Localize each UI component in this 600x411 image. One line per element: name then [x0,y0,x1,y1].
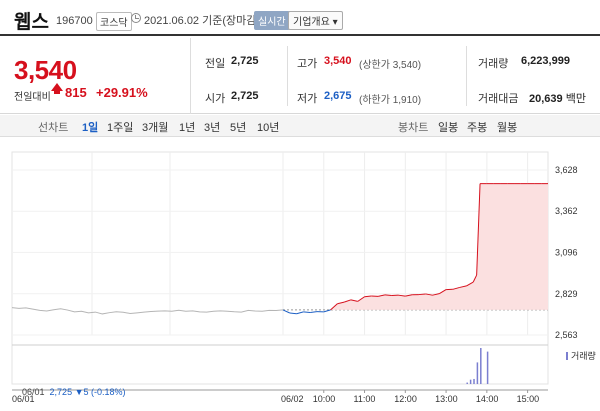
y-tick-label: 2,829 [555,289,578,299]
price-segment-down [282,309,291,314]
price-segment-down [303,311,311,314]
price-segment-up [398,294,406,297]
price-segment-up [343,299,352,303]
price-segment-up [405,294,413,297]
tab-daily-candle[interactable]: 일봉 [438,122,459,134]
x-tick-label: 13:00 [435,394,458,404]
volume-bar [469,379,472,384]
high-value: 3,540 [324,55,352,67]
upper-limit: (상한가 3,540) [359,60,422,71]
chart-tabs: 선차트 1일 1주일 3개월 1년 3년 5년 10년 봉차트 일봉 주봉 월봉 [0,115,600,137]
tab-5y[interactable]: 5년 [230,122,247,134]
stock-code: 196700 [56,15,93,27]
price-segment-down [323,309,331,313]
price-segment-up [452,286,460,290]
tab-1w[interactable]: 1주일 [107,122,134,134]
volume-value: 6,223,999 [521,55,570,67]
price-segment-up [378,294,386,297]
clock-icon [131,13,141,23]
tab-1y[interactable]: 1년 [179,122,196,134]
footer-info: 06/01 2,725 ▼5 (-0.18%) [22,387,126,397]
y-tick-label: 3,628 [555,165,578,175]
x-tick-label: 11:00 [354,394,376,404]
price-chart[interactable]: 3,628 3,362 3,096 2,829 2,563 06/01 06/02 10:00… [0,140,600,411]
volume-bar [473,378,475,384]
divider [287,46,288,106]
price-change: 815 [65,85,87,100]
price-segment-up [472,274,478,283]
up-area-fill [283,183,548,310]
price-segment-up [337,301,345,305]
price-segment-up [357,296,365,302]
volume-bar [476,362,479,384]
x-tick-label: 06/01 [12,394,35,404]
price-segment-up [459,285,467,288]
candle-chart-label: 봉차트 [398,122,429,134]
prev-day-line [11,307,284,315]
x-tick-label: 15:00 [517,394,540,404]
prev-close-label: 전일 [205,58,226,70]
price-segment-down [296,311,304,315]
lower-limit: (하한가 1,910) [359,95,422,106]
footer-price: 2,725 [49,387,73,397]
x-tick-label: 12:00 [394,394,417,404]
x-tick-label: 10:00 [313,394,336,404]
price-segment-up [432,293,440,296]
price-segment-up [418,293,426,296]
amount-label: 거래대금 [478,93,519,105]
company-overview-dropdown[interactable]: 기업개요 ▾ [288,11,343,30]
x-tick-label: 14:00 [476,394,499,404]
divider [190,38,191,114]
compare-label: 전일대비 [14,92,51,103]
price-segment-up [364,295,372,298]
tab-10y[interactable]: 10년 [257,122,280,134]
volume-legend: 거래량 [566,349,596,362]
price-segment-up [384,294,392,296]
price-segment-up [476,183,481,276]
price-segment-down [310,311,318,314]
tab-monthly-candle[interactable]: 월봉 [497,122,518,134]
prev-close-value: 2,725 [231,55,259,67]
price-segment-up [466,281,474,287]
date-basis: 2021.06.02 기준(장마감) [144,15,261,27]
line-chart-label: 선차트 [38,122,69,134]
divider [466,46,467,106]
tab-1d[interactable]: 1일 [82,122,99,134]
realtime-button[interactable]: 실시간 [254,11,290,30]
y-tick-label: 3,362 [555,206,578,216]
up-arrow-icon [51,83,63,94]
price-info-panel: 3,540 전일대비 815 +29.91% 전일 2,725 시가 2,725… [0,38,600,114]
tab-3m[interactable]: 3개월 [142,122,169,134]
price-segment-up [330,303,338,311]
current-price: 3,540 [14,55,77,85]
low-value: 2,675 [324,90,352,102]
y-tick-label: 3,096 [555,247,578,257]
volume-bar [486,351,489,384]
y-tick-label: 2,563 [555,330,578,340]
x-tick-label: 06/02 [281,394,304,404]
price-segment-down [289,312,297,315]
footer-pct: (-0.18%) [91,387,126,397]
market-badge: 코스닥 [96,12,132,31]
footer-change: ▼5 [74,387,89,397]
low-label: 저가 [297,93,318,105]
open-label: 시가 [205,93,226,105]
volume-bar [480,348,482,384]
price-segment-up [439,289,447,295]
amount-value: 20,639 백만 [529,93,586,105]
stock-header: 웹스 196700 코스닥 2021.06.02 기준(장마감) 실시간 기업개… [0,0,600,36]
price-change-pct: +29.91% [96,85,148,100]
volume-bar [466,382,468,384]
tab-weekly-candle[interactable]: 주봉 [467,122,488,134]
price-segment-up [425,293,433,296]
price-segment-up [350,299,358,302]
stock-name: 웹스 [14,12,49,33]
high-label: 고가 [297,58,318,70]
footer-date: 06/01 [22,387,45,397]
tab-3y[interactable]: 3년 [204,122,221,134]
open-value: 2,725 [231,90,259,102]
volume-label: 거래량 [478,58,509,70]
